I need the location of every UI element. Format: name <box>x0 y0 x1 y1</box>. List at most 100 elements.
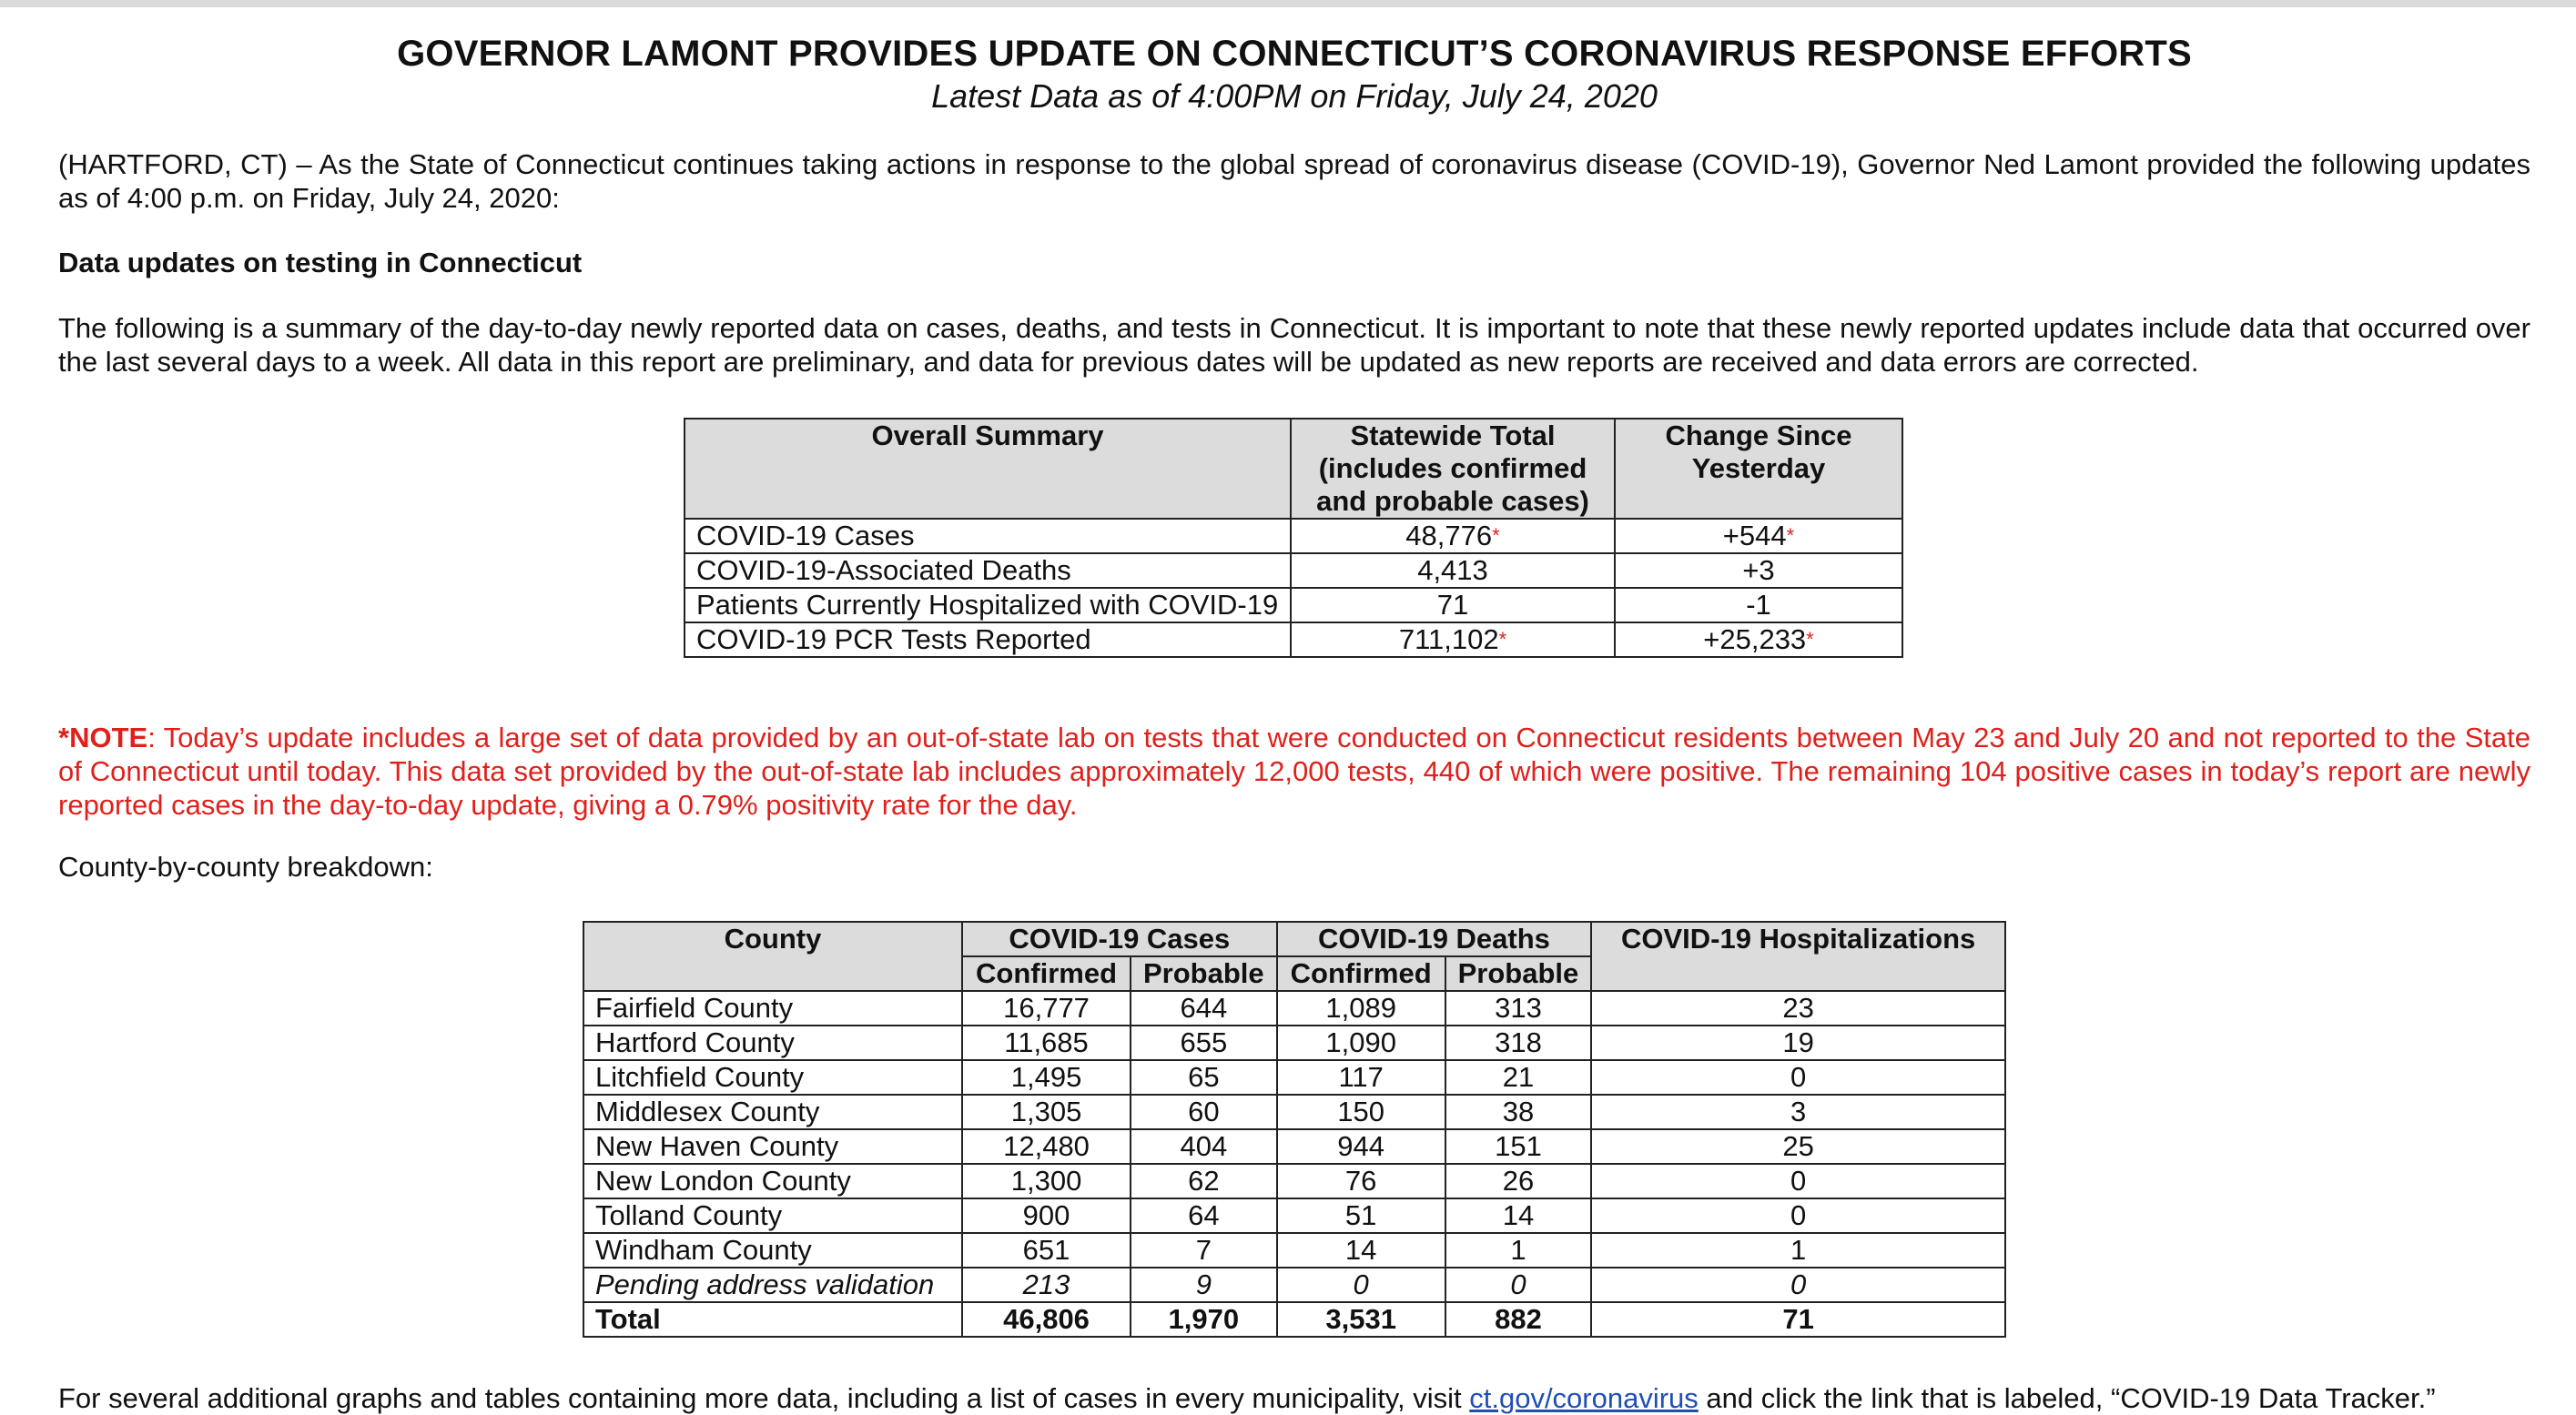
county-header-hospitalizations: COVID-19 Hospitalizations <box>1590 921 2006 992</box>
total-value-cell: 1,970 <box>1130 1301 1278 1338</box>
coronavirus-link[interactable]: ct.gov/coronavirus <box>1469 1382 1699 1414</box>
county-value-cell: 3 <box>1590 1094 2006 1130</box>
county-value-cell: 9 <box>1130 1267 1278 1303</box>
intro-paragraph: (HARTFORD, CT) – As the State of Connect… <box>58 148 2530 214</box>
county-value-cell: 11,685 <box>960 1025 1132 1061</box>
table-row: Fairfield County 16,777 644 1,089 313 23 <box>583 990 2006 1026</box>
county-value-cell: 0 <box>1590 1059 2006 1096</box>
total-label-cell: Total <box>583 1301 963 1338</box>
summary-row-total: 71 <box>1290 587 1616 623</box>
subheader-probable: Probable <box>1130 955 1278 992</box>
county-header-row: County COVID-19 Cases COVID-19 Deaths CO… <box>583 921 2006 992</box>
summary-row-change: +25,233* <box>1614 622 1903 658</box>
county-value-cell: 60 <box>1130 1094 1278 1130</box>
summary-row: COVID-19 Cases 48,776* +544* <box>684 518 1903 554</box>
summary-row: COVID-19 PCR Tests Reported 711,102* +25… <box>684 622 1903 658</box>
county-value-cell: 38 <box>1444 1094 1593 1130</box>
county-name-cell: New London County <box>583 1163 963 1199</box>
note-label: *NOTE <box>58 722 148 753</box>
county-table: County COVID-19 Cases COVID-19 Deaths CO… <box>583 921 2006 1338</box>
summary-row-total: 48,776* <box>1290 518 1616 554</box>
subheader-confirmed: Confirmed <box>1275 955 1446 992</box>
county-value-cell: 1,089 <box>1275 990 1446 1026</box>
county-name-cell: New Haven County <box>583 1128 963 1165</box>
section-heading: Data updates on testing in Connecticut <box>58 247 583 278</box>
county-value-cell: 65 <box>1130 1059 1278 1096</box>
county-value-cell: 313 <box>1444 990 1593 1026</box>
county-header-county: County <box>583 921 963 992</box>
county-header-cases: COVID-19 Cases <box>961 921 1278 957</box>
county-value-cell: 64 <box>1130 1198 1278 1234</box>
county-value-cell: 900 <box>960 1198 1132 1234</box>
asterisk: * <box>1786 524 1795 547</box>
summary-row-label: COVID-19-Associated Deaths <box>684 552 1292 589</box>
table-row: New London County 1,300 62 76 26 0 <box>583 1163 2006 1199</box>
table-row: Tolland County 900 64 51 14 0 <box>583 1198 2006 1234</box>
county-value-cell: 0 <box>1275 1267 1446 1303</box>
footer-text-after: and click the link that is labeled, “COV… <box>1698 1382 2436 1414</box>
summary-header-change: Change Since Yesterday <box>1614 418 1903 520</box>
summary-row-total: 4,413 <box>1290 552 1616 589</box>
summary-paragraph: The following is a summary of the day-to… <box>58 312 2530 378</box>
county-table-body: Fairfield County 16,777 644 1,089 313 23 Hartf… <box>583 990 2006 1338</box>
county-value-cell: 0 <box>1444 1267 1593 1303</box>
county-value-cell: 1,300 <box>960 1163 1132 1199</box>
summary-header-label: Overall Summary <box>684 418 1292 520</box>
summary-row-label: COVID-19 Cases <box>684 518 1292 554</box>
county-value-cell: 25 <box>1590 1128 2006 1165</box>
county-value-cell: 21 <box>1444 1059 1593 1096</box>
summary-row-change: -1 <box>1614 587 1903 623</box>
asterisk: * <box>1492 524 1500 547</box>
subheader-confirmed: Confirmed <box>960 955 1132 992</box>
note-text: : Today’s update includes a large set of… <box>58 722 2530 821</box>
summary-row-label: COVID-19 PCR Tests Reported <box>684 622 1292 658</box>
county-value-cell: 26 <box>1444 1163 1593 1199</box>
county-value-cell: 14 <box>1275 1232 1446 1268</box>
county-value-cell: 117 <box>1275 1059 1446 1096</box>
summary-row-change: +3 <box>1614 552 1903 589</box>
county-value-cell: 14 <box>1444 1198 1593 1234</box>
total-value-cell: 3,531 <box>1275 1301 1446 1338</box>
county-name-cell: Hartford County <box>583 1025 963 1061</box>
county-name-cell: Pending address validation <box>583 1267 963 1303</box>
footer-paragraph: For several additional graphs and tables… <box>58 1381 2530 1415</box>
total-value-cell: 71 <box>1590 1301 2006 1338</box>
county-value-cell: 1,090 <box>1275 1025 1446 1061</box>
document-page: GOVERNOR LAMONT PROVIDES UPDATE ON CONNE… <box>58 31 2530 1414</box>
table-row: Windham County 651 7 14 1 1 <box>583 1232 2006 1268</box>
county-value-cell: 151 <box>1444 1128 1593 1165</box>
county-value-cell: 655 <box>1130 1025 1278 1061</box>
county-value-cell: 76 <box>1275 1163 1446 1199</box>
county-value-cell: 51 <box>1275 1198 1446 1234</box>
county-value-cell: 150 <box>1275 1094 1446 1130</box>
county-value-cell: 0 <box>1590 1198 2006 1234</box>
county-header-deaths: COVID-19 Deaths <box>1275 921 1593 957</box>
county-name-cell: Litchfield County <box>583 1059 963 1096</box>
summary-row-change: +544* <box>1614 518 1903 554</box>
county-value-cell: 1 <box>1444 1232 1593 1268</box>
summary-header-row: Overall Summary Statewide Total (include… <box>684 418 1903 520</box>
footer-text-before: For several additional graphs and tables… <box>58 1382 1470 1414</box>
summary-header-total: Statewide Total (includes confirmed and … <box>1290 418 1616 520</box>
county-value-cell: 1,495 <box>960 1059 1132 1096</box>
county-value-cell: 1,305 <box>960 1094 1132 1130</box>
county-name-cell: Fairfield County <box>583 990 963 1026</box>
county-value-cell: 7 <box>1130 1232 1278 1268</box>
table-row: New Haven County 12,480 404 944 151 25 <box>583 1128 2006 1165</box>
county-value-cell: 62 <box>1130 1163 1278 1199</box>
county-value-cell: 944 <box>1275 1128 1446 1165</box>
county-value-cell: 651 <box>960 1232 1132 1268</box>
county-name-cell: Tolland County <box>583 1198 963 1234</box>
summary-row: Patients Currently Hospitalized with COV… <box>684 587 1903 623</box>
table-row: Middlesex County 1,305 60 150 38 3 <box>583 1094 2006 1130</box>
overall-summary-table: Overall Summary Statewide Total (include… <box>684 418 1903 658</box>
total-value-cell: 46,806 <box>960 1301 1132 1338</box>
top-bar <box>0 0 2576 7</box>
county-value-cell: 23 <box>1590 990 2006 1026</box>
county-name-cell: Middlesex County <box>583 1094 963 1130</box>
table-row: Pending address validation 213 9 0 0 0 <box>583 1267 2006 1303</box>
county-breakdown-label: County-by-county breakdown: <box>58 851 433 883</box>
county-value-cell: 0 <box>1590 1267 2006 1303</box>
summary-row: COVID-19-Associated Deaths 4,413 +3 <box>684 552 1903 589</box>
total-row: Total 46,806 1,970 3,531 882 71 <box>583 1301 2006 1338</box>
